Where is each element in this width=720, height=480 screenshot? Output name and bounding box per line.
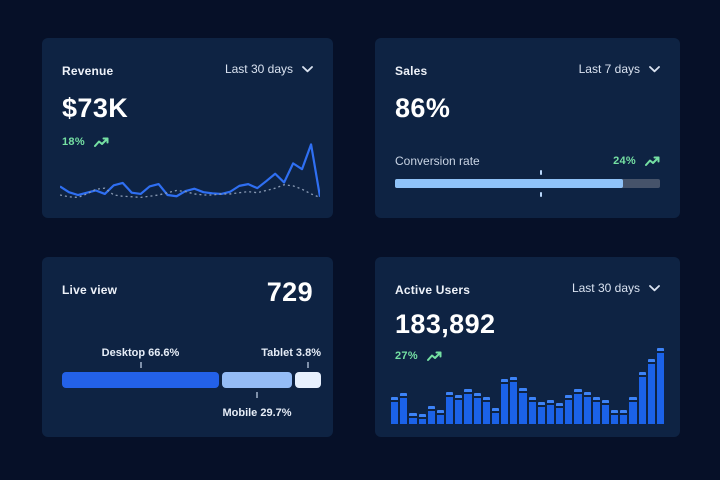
active-users-period-dropdown[interactable]: Last 30 days [572, 281, 660, 295]
active-users-bar [620, 410, 628, 424]
live-view-card-title: Live view [62, 283, 118, 297]
progress-marker [539, 170, 542, 175]
chevron-down-icon [649, 284, 660, 292]
active-users-bar [491, 408, 500, 424]
active-users-bar [574, 389, 582, 424]
active-users-bar [400, 392, 408, 424]
conversion-delta: 24% [613, 155, 636, 167]
active-users-bar-chart [391, 348, 665, 424]
conversion-rate-row: Conversion rate 24% [395, 154, 660, 168]
active-users-bar [528, 397, 536, 424]
conversion-progress-fill [395, 179, 623, 188]
active-users-bar [473, 392, 481, 424]
revenue-line-previous [60, 185, 320, 198]
segment-desktop [62, 372, 219, 388]
active-users-delta: 27% [395, 350, 418, 362]
active-users-bar [546, 399, 555, 424]
device-share-bar [62, 372, 321, 388]
sales-card-title: Sales [395, 64, 428, 78]
sales-card: Sales Last 7 days 86% Conversion rate 24… [375, 38, 680, 218]
mobile-share-label: Mobile 29.7% [222, 407, 292, 419]
active-users-bar [647, 359, 655, 424]
tablet-tick [307, 362, 309, 368]
desktop-share-label: Desktop 66.6% [101, 347, 180, 359]
sales-period-label: Last 7 days [578, 62, 640, 76]
active-users-bar [638, 372, 646, 424]
active-users-bar [418, 414, 426, 424]
active-users-bar [611, 409, 619, 424]
active-users-bar [409, 412, 417, 424]
sales-period-dropdown[interactable]: Last 7 days [579, 62, 660, 76]
revenue-card: Revenue Last 30 days $73K 18% [42, 38, 333, 218]
active-users-bar [583, 392, 591, 424]
revenue-period-label: Last 30 days [224, 62, 293, 76]
revenue-delta: 18% [62, 136, 85, 148]
conversion-progress-track [395, 170, 660, 197]
active-users-bar [592, 396, 600, 424]
conversion-delta-group: 24% [613, 155, 660, 167]
active-users-value: 183,892 [395, 309, 496, 339]
revenue-line-chart [60, 140, 320, 202]
live-view-card-header: Live view 729 [62, 277, 313, 308]
active-users-bar [510, 376, 518, 424]
active-users-bar [556, 402, 564, 424]
sales-value: 86% [395, 93, 451, 123]
active-users-card: Active Users Last 30 days 183,892 27% [375, 257, 680, 437]
revenue-period-dropdown[interactable]: Last 30 days [225, 62, 313, 76]
active-users-card-title: Active Users [395, 283, 471, 297]
active-users-bar [501, 379, 509, 424]
revenue-card-header: Revenue Last 30 days [62, 62, 313, 78]
live-view-card: Live view 729 Desktop 66.6% Tablet 3.8% … [42, 257, 333, 437]
trend-up-icon [93, 137, 109, 148]
mobile-tick [256, 392, 258, 398]
active-users-card-header: Active Users Last 30 days [395, 281, 660, 297]
active-users-bar [427, 405, 435, 424]
conversion-rate-label: Conversion rate [395, 154, 480, 168]
trend-up-icon [426, 351, 442, 362]
active-users-delta-row: 27% [395, 350, 660, 362]
active-users-bar [436, 409, 445, 424]
desktop-tick [139, 362, 142, 368]
tablet-share-label: Tablet 3.8% [261, 347, 321, 359]
active-users-bar [455, 395, 463, 424]
active-users-bar [629, 397, 637, 424]
chevron-down-icon [649, 65, 660, 73]
live-view-value: 729 [266, 277, 313, 307]
active-users-bar [519, 387, 527, 424]
revenue-value: $73K [62, 93, 129, 123]
active-users-bar [482, 396, 490, 424]
trend-up-icon [645, 156, 660, 167]
active-users-bar [391, 397, 399, 424]
revenue-delta-row: 18% [62, 136, 313, 148]
revenue-card-title: Revenue [62, 64, 114, 78]
chevron-down-icon [302, 65, 313, 73]
segment-tablet [295, 372, 321, 388]
progress-marker [539, 192, 542, 197]
active-users-bar [565, 395, 573, 424]
active-users-period-label: Last 30 days [571, 281, 640, 295]
active-users-bar [656, 348, 665, 424]
device-share-chart: Desktop 66.6% Tablet 3.8% Mobile 29.7% [62, 347, 321, 419]
active-users-bar [464, 389, 472, 424]
segment-mobile [221, 372, 292, 388]
active-users-bar [601, 399, 610, 424]
revenue-line-current [60, 144, 320, 196]
active-users-bar [537, 401, 545, 424]
sales-card-header: Sales Last 7 days [395, 62, 660, 78]
active-users-bar [446, 392, 454, 424]
